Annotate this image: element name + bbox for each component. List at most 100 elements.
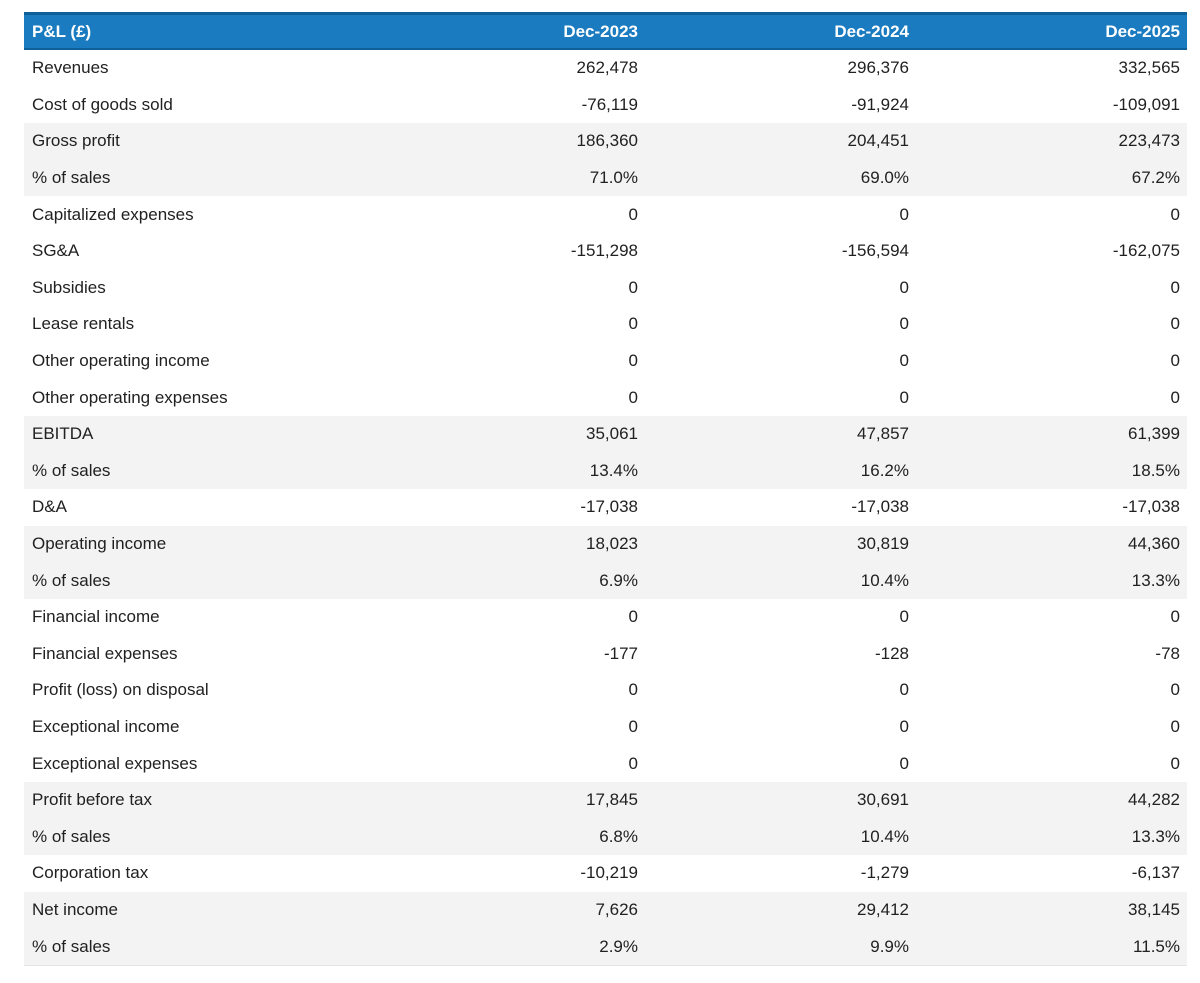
cell-value: 0	[1170, 607, 1180, 627]
row-label: Lease rentals	[32, 314, 135, 334]
cell-value: 0	[628, 314, 638, 334]
cell-value: 0	[1170, 277, 1180, 297]
table-row: Gross profit 186,360 204,451 223,473	[24, 123, 1187, 160]
table-row: Operating income 18,023 30,819 44,360	[24, 525, 1187, 563]
cell-value: -17,038	[580, 497, 638, 517]
row-label: Cost of goods sold	[32, 94, 173, 114]
cell-value: 0	[628, 716, 638, 736]
row-label: Exceptional income	[32, 716, 180, 736]
row-label: % of sales	[32, 460, 111, 480]
table-row: Corporation tax -10,219 -1,279 -6,137	[24, 855, 1187, 892]
row-label: Gross profit	[32, 131, 120, 151]
cell-value: -17,038	[851, 497, 909, 517]
table-row: Capitalized expenses 0 0 0	[24, 196, 1187, 233]
cell-value: 10.4%	[860, 570, 909, 590]
row-label: Corporation tax	[32, 863, 149, 883]
cell-value: 61,399	[1128, 424, 1180, 444]
cell-value: 0	[1170, 753, 1180, 773]
cell-value: 204,451	[847, 131, 909, 151]
cell-value: 2.9%	[374, 928, 645, 966]
cell-value: -109,091	[1112, 94, 1180, 114]
cell-value: 47,857	[857, 424, 909, 444]
cell-value: 186,360	[576, 131, 638, 151]
table-row: SG&A -151,298 -156,594 -162,075	[24, 233, 1187, 270]
cell-value: 18,023	[586, 534, 638, 554]
cell-value: 11.5%	[916, 928, 1187, 966]
cell-value: 16.2%	[860, 460, 909, 480]
row-label: Profit before tax	[32, 790, 153, 810]
cell-value: 0	[628, 277, 638, 297]
row-label: Other operating income	[32, 351, 210, 371]
cell-value: 38,145	[1128, 899, 1180, 919]
cell-value: 332,565	[1118, 58, 1180, 78]
cell-value: 44,282	[1128, 790, 1180, 810]
cell-value: 0	[1170, 716, 1180, 736]
cell-value: 0	[1170, 314, 1180, 334]
table-row: Profit before tax 17,845 30,691 44,282	[24, 781, 1187, 819]
table-row: Profit (loss) on disposal 0 0 0	[24, 672, 1187, 709]
column-header-dec-2023: Dec-2023	[374, 12, 645, 50]
cell-value: 69.0%	[860, 168, 909, 188]
row-label: Capitalized expenses	[32, 204, 194, 224]
cell-value: 17,845	[586, 790, 638, 810]
table-row: EBITDA 35,061 47,857 61,399	[24, 415, 1187, 453]
cell-value: -162,075	[1112, 241, 1180, 261]
table-row: Exceptional income 0 0 0	[24, 709, 1187, 746]
cell-value: -1,279	[860, 863, 909, 883]
table-row: % of sales 6.9% 10.4% 13.3%	[24, 562, 1187, 599]
table-row: % of sales 71.0% 69.0% 67.2%	[24, 159, 1187, 197]
table-row: Net income 7,626 29,412 38,145	[24, 891, 1187, 929]
row-label: % of sales	[32, 570, 111, 590]
row-label: D&A	[32, 497, 67, 517]
cell-value: -156,594	[841, 241, 909, 261]
table-title: P&L (£)	[24, 12, 374, 50]
table-row: Financial income 0 0 0	[24, 599, 1187, 636]
table-header: P&L (£) Dec-2023 Dec-2024 Dec-2025	[24, 12, 1187, 50]
table-row: Subsidies 0 0 0	[24, 270, 1187, 307]
cell-value: 0	[899, 277, 909, 297]
table-body: Revenues 262,478 296,376 332,565 Cost of goo…	[24, 49, 1187, 966]
cell-value: 0	[899, 607, 909, 627]
cell-value: 0	[1170, 387, 1180, 407]
cell-value: -151,298	[570, 241, 638, 261]
row-label: Net income	[32, 899, 118, 919]
cell-value: 0	[628, 204, 638, 224]
cell-value: 0	[628, 607, 638, 627]
cell-value: 30,691	[857, 790, 909, 810]
cell-value: 0	[628, 351, 638, 371]
cell-value: -78	[1155, 643, 1180, 663]
cell-value: 7,626	[595, 899, 638, 919]
table-row: Financial expenses -177 -128 -78	[24, 636, 1187, 673]
cell-value: 30,819	[857, 534, 909, 554]
cell-value: 6.9%	[599, 570, 638, 590]
row-label: Profit (loss) on disposal	[32, 680, 209, 700]
cell-value: 223,473	[1118, 131, 1180, 151]
cell-value: 296,376	[847, 58, 909, 78]
cell-value: -177	[603, 643, 638, 663]
cell-value: 0	[1170, 351, 1180, 371]
row-label: % of sales	[32, 826, 111, 846]
row-label: SG&A	[32, 241, 80, 261]
table-row: % of sales 2.9% 9.9% 11.5%	[24, 928, 1187, 966]
column-header-dec-2025: Dec-2025	[916, 12, 1187, 50]
cell-value: 0	[899, 314, 909, 334]
cell-value: 6.8%	[599, 826, 638, 846]
cell-value: 35,061	[586, 424, 638, 444]
cell-value: 9.9%	[645, 928, 916, 966]
table-row: % of sales 6.8% 10.4% 13.3%	[24, 818, 1187, 856]
row-label: EBITDA	[32, 424, 94, 444]
cell-value: 0	[628, 753, 638, 773]
cell-value: 0	[628, 680, 638, 700]
cell-value: 44,360	[1128, 534, 1180, 554]
cell-value: 13.4%	[589, 460, 638, 480]
cell-value: 0	[1170, 204, 1180, 224]
cell-value: -17,038	[1122, 497, 1180, 517]
row-label: Subsidies	[32, 277, 106, 297]
cell-value: 67.2%	[1131, 168, 1180, 188]
header-row: P&L (£) Dec-2023 Dec-2024 Dec-2025	[24, 12, 1187, 50]
cell-value: -91,924	[851, 94, 909, 114]
row-label: Exceptional expenses	[32, 753, 198, 773]
cell-value: 13.3%	[1131, 570, 1180, 590]
cell-value: -6,137	[1131, 863, 1180, 883]
